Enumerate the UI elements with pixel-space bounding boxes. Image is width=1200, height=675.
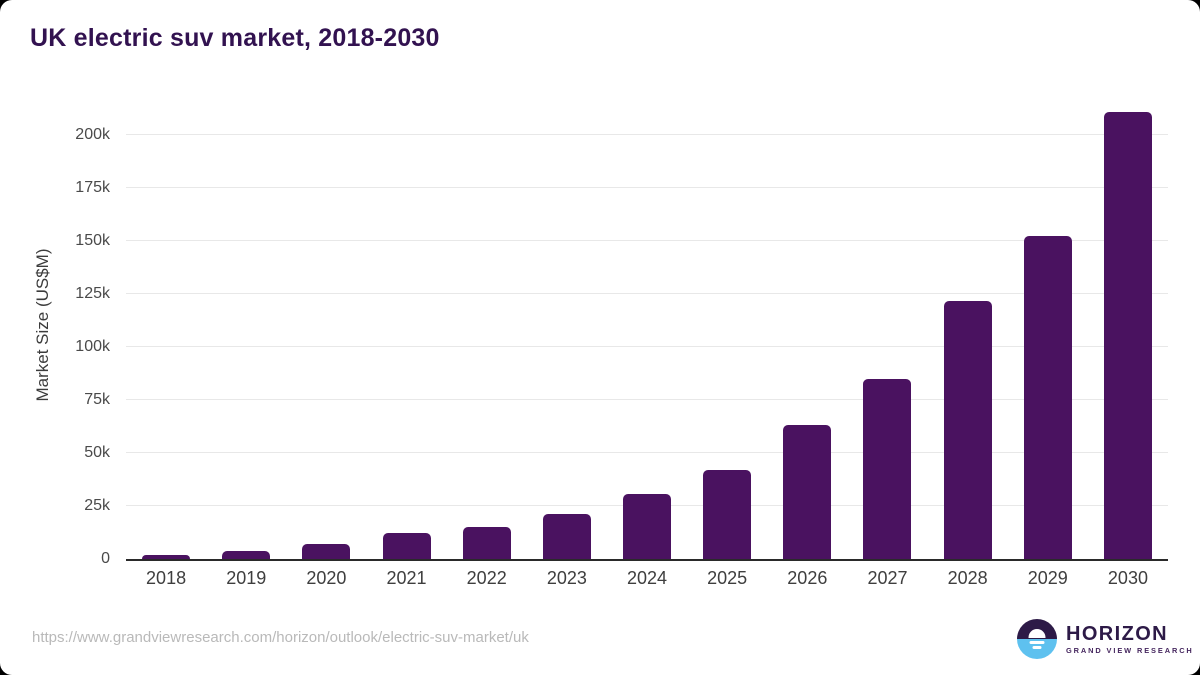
plot-area [126, 111, 1168, 561]
gridline-125k [126, 293, 1168, 294]
bar-2030 [1103, 112, 1152, 559]
y-tick-50k: 50k [84, 444, 110, 461]
y-tick-75k: 75k [84, 391, 110, 408]
source-url: https://www.grandviewresearch.com/horizo… [32, 629, 529, 646]
bar-slot-2022 [447, 111, 527, 559]
gridline-75k [126, 399, 1168, 400]
x-label-2021: 2021 [386, 568, 427, 588]
bar-2020 [302, 544, 351, 559]
y-tick-100k: 100k [75, 338, 110, 355]
bar-2024 [623, 494, 672, 559]
bar-slot-2028 [928, 111, 1008, 559]
sun-reflection-line [1029, 641, 1045, 644]
bar-slot-2026 [767, 111, 847, 559]
x-axis-labels: 2018 2019 2020 2021 2022 2023 2024 2025 2026 2027… [126, 568, 1168, 589]
bar-slot-2025 [687, 111, 767, 559]
x-label-2028: 2028 [947, 568, 988, 588]
x-label-2022: 2022 [466, 568, 507, 588]
x-label-2024: 2024 [626, 568, 668, 588]
logo-text: HORIZON GRAND VIEW RESEARCH [1066, 624, 1194, 655]
bar-2018 [142, 554, 191, 559]
horizon-logo: HORIZON GRAND VIEW RESEARCH [1017, 619, 1194, 659]
y-tick-200k: 200k [75, 126, 110, 143]
sun-reflection-line [1032, 646, 1042, 649]
bar-2028 [943, 301, 992, 559]
x-label-2018: 2018 [146, 568, 187, 588]
bar-slot-2024 [607, 111, 687, 559]
bar-2026 [783, 425, 832, 559]
bar-2021 [382, 532, 431, 559]
logo-brand-text: HORIZON [1066, 622, 1169, 645]
gridline-50k [126, 452, 1168, 453]
bar-slot-2029 [1008, 111, 1088, 559]
x-label-2030: 2030 [1107, 568, 1148, 588]
chart-title: UK electric suv market, 2018-2030 [30, 24, 440, 52]
sun-glyph [1028, 629, 1046, 638]
bar-2022 [462, 527, 511, 559]
gridline-175k [126, 187, 1168, 188]
x-label-2023: 2023 [546, 568, 587, 588]
bar-slot-2020 [286, 111, 366, 559]
y-tick-150k: 150k [75, 232, 110, 249]
bar-2025 [703, 469, 752, 559]
x-label-2019: 2019 [226, 568, 267, 588]
bar-slot-2030 [1088, 111, 1168, 559]
bar-2029 [1023, 235, 1072, 559]
x-label-2020: 2020 [306, 568, 347, 588]
y-tick-0: 0 [101, 550, 110, 567]
x-label-2025: 2025 [707, 568, 748, 588]
x-label-2026: 2026 [787, 568, 828, 588]
x-label-2027: 2027 [867, 568, 908, 588]
gridline-100k [126, 346, 1168, 347]
x-label-2029: 2029 [1027, 568, 1068, 588]
bar-slot-2023 [527, 111, 607, 559]
gridline-200k [126, 134, 1168, 135]
horizon-sun-icon [1017, 619, 1057, 659]
bar-2027 [863, 378, 912, 559]
y-tick-25k: 25k [84, 497, 110, 514]
bar-slot-2021 [366, 111, 446, 559]
bar-slot-2019 [206, 111, 286, 559]
logo-sub-text: GRAND VIEW RESEARCH [1066, 645, 1194, 655]
y-tick-125k: 125k [75, 285, 110, 302]
bar-slot-2018 [126, 111, 206, 559]
bar-2019 [222, 550, 271, 559]
y-tick-175k: 175k [75, 179, 110, 196]
bar-slot-2027 [847, 111, 927, 559]
bars-row [126, 111, 1168, 559]
bar-2023 [542, 514, 591, 559]
y-axis-ticks: 0 25k 50k 75k 100k 125k 150k 175k 200k [0, 111, 112, 567]
gridline-150k [126, 240, 1168, 241]
